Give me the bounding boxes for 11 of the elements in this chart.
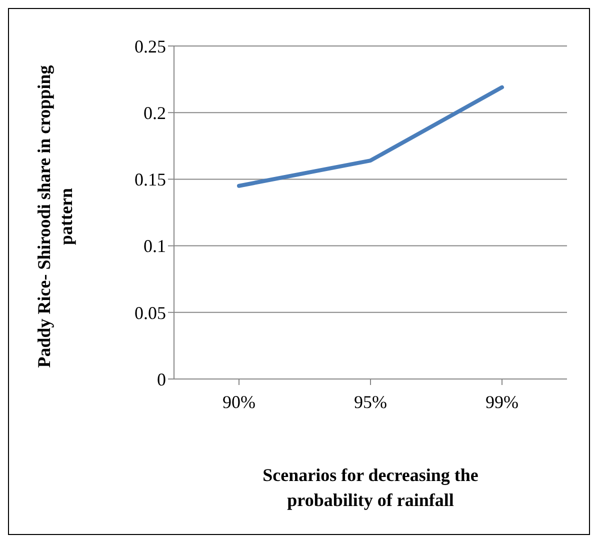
y-tick-label: 0.2 [144, 102, 166, 123]
y-tick-label: 0.15 [134, 170, 166, 190]
x-tick-label: 95% [354, 392, 387, 412]
y-tick-label: 0.1 [144, 236, 166, 256]
y-axis-title: Paddy Rice- Shiroodi share in cropping pattern [34, 65, 76, 368]
y-tick-label: 0 [157, 369, 166, 390]
x-tick-label: 90% [222, 392, 256, 412]
x-axis-title: Scenarios for decreasing the probability of rainfall [262, 465, 478, 510]
x-tick-label: 99% [486, 392, 518, 412]
y-tick-label: 0.25 [134, 36, 166, 56]
y-tick-label: 0.05 [134, 302, 166, 323]
